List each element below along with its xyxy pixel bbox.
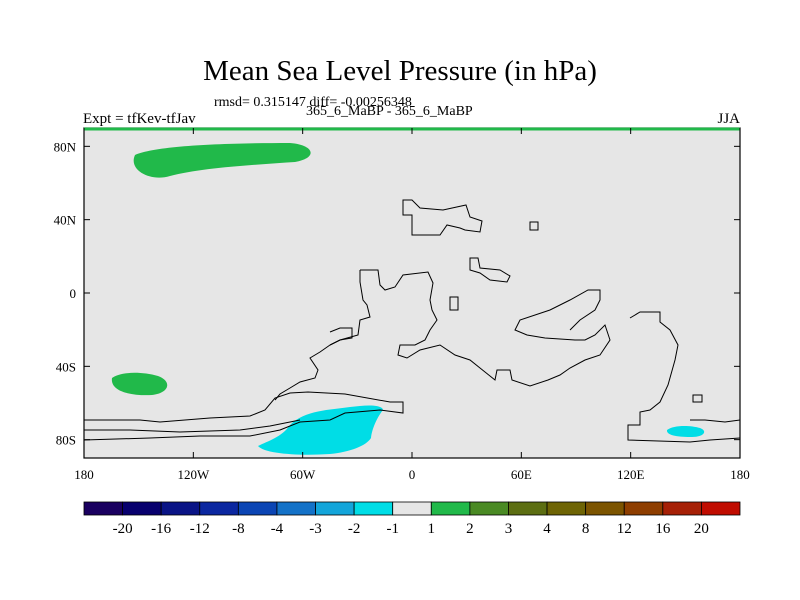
positive-anomaly-arctic (133, 143, 311, 178)
x-tick-label: 180 (730, 467, 750, 482)
colorbar-label: -3 (309, 521, 322, 537)
colorbar-label: 16 (655, 521, 671, 537)
coastline-antarctic-west (84, 391, 404, 441)
x-axis: 180 120W 60W 0 60E 120E 180 (74, 128, 750, 482)
colorbar-swatch (585, 501, 625, 516)
colorbar-label: -8 (232, 521, 245, 537)
coastline-tasmania (692, 394, 703, 403)
colorbar-swatch (160, 501, 201, 516)
colorbar-label: 12 (617, 521, 632, 537)
coastline-antarctic-inner (84, 419, 301, 433)
subtitle-label: 365_6_MaBP - 365_6_MaBP (306, 104, 473, 119)
coastline-antarctic-east (690, 419, 740, 423)
coastline-island-3 (529, 221, 539, 231)
continent-outlines (84, 199, 740, 443)
colorbar-swatch (199, 501, 239, 516)
colorbar-label: 8 (582, 521, 590, 537)
experiment-label: Expt = tfKev-tfJav (83, 111, 196, 127)
colorbar-label: -20 (113, 521, 133, 537)
chart-title: Mean Sea Level Pressure (in hPa) (203, 55, 597, 87)
colorbar-label: 1 (428, 521, 436, 537)
colorbar-swatch (392, 501, 432, 516)
colorbar-swatch (546, 501, 587, 516)
colorbar-label: -12 (190, 521, 210, 537)
colorbar-label: 4 (543, 521, 551, 537)
colorbar-label: 3 (505, 521, 513, 537)
colorbar-swatch (315, 501, 355, 516)
stats-text: rmsd= 0.315147 diff= -0.00256348 (214, 95, 412, 110)
y-tick-label: 0 (70, 286, 77, 301)
colorbar-label: 2 (466, 521, 474, 537)
colorbar-swatch (276, 501, 316, 516)
colorbar-label: -4 (271, 521, 284, 537)
coastline-australia (627, 311, 740, 443)
season-label: JJA (717, 111, 740, 127)
x-tick-label: 120W (177, 467, 210, 482)
coastline-island-2 (449, 296, 459, 311)
y-tick-label: 40N (54, 213, 77, 228)
colorbar-swatch (237, 501, 278, 516)
colorbar-swatch (701, 501, 741, 516)
colorbar-label: -16 (151, 521, 171, 537)
y-tick-label: 80N (54, 139, 77, 154)
colorbar-swatch (83, 501, 123, 516)
coastline-africa-europe (402, 199, 483, 236)
y-tick-label: 40S (56, 359, 76, 374)
colorbar-label: -1 (386, 521, 399, 537)
colorbar-swatch (430, 501, 471, 516)
coastline-island-1 (469, 257, 511, 283)
colorbar-swatch (353, 501, 394, 516)
coastline-americas (360, 269, 611, 387)
colorbar-swatch (508, 501, 548, 516)
coastline-island-4 (329, 327, 353, 346)
x-tick-label: 60W (290, 467, 316, 482)
colorbar-swatch (469, 501, 509, 516)
x-tick-label: 60E (511, 467, 532, 482)
colorbar-swatch (662, 501, 702, 516)
negative-anomaly-weddell (258, 405, 383, 455)
anomaly-fills (111, 143, 705, 455)
colorbar-label: -2 (348, 521, 361, 537)
positive-anomaly-south-pacific (111, 372, 168, 396)
x-tick-label: 120E (617, 467, 645, 482)
colorbar-swatch (623, 501, 664, 516)
x-tick-label: 180 (74, 467, 94, 482)
map-background (84, 128, 740, 458)
negative-anomaly-ross (666, 425, 705, 437)
y-tick-label: 80S (56, 433, 76, 448)
y-axis: 80N 40N 0 40S 80S (54, 139, 740, 448)
colorbar-swatch (122, 501, 162, 516)
x-tick-label: 0 (409, 467, 416, 482)
colorbar: -20 -16 -12 -8 -4 -3 -2 -1 1 2 3 4 8 12 16 20 (83, 501, 741, 537)
colorbar-label: 20 (694, 521, 709, 537)
